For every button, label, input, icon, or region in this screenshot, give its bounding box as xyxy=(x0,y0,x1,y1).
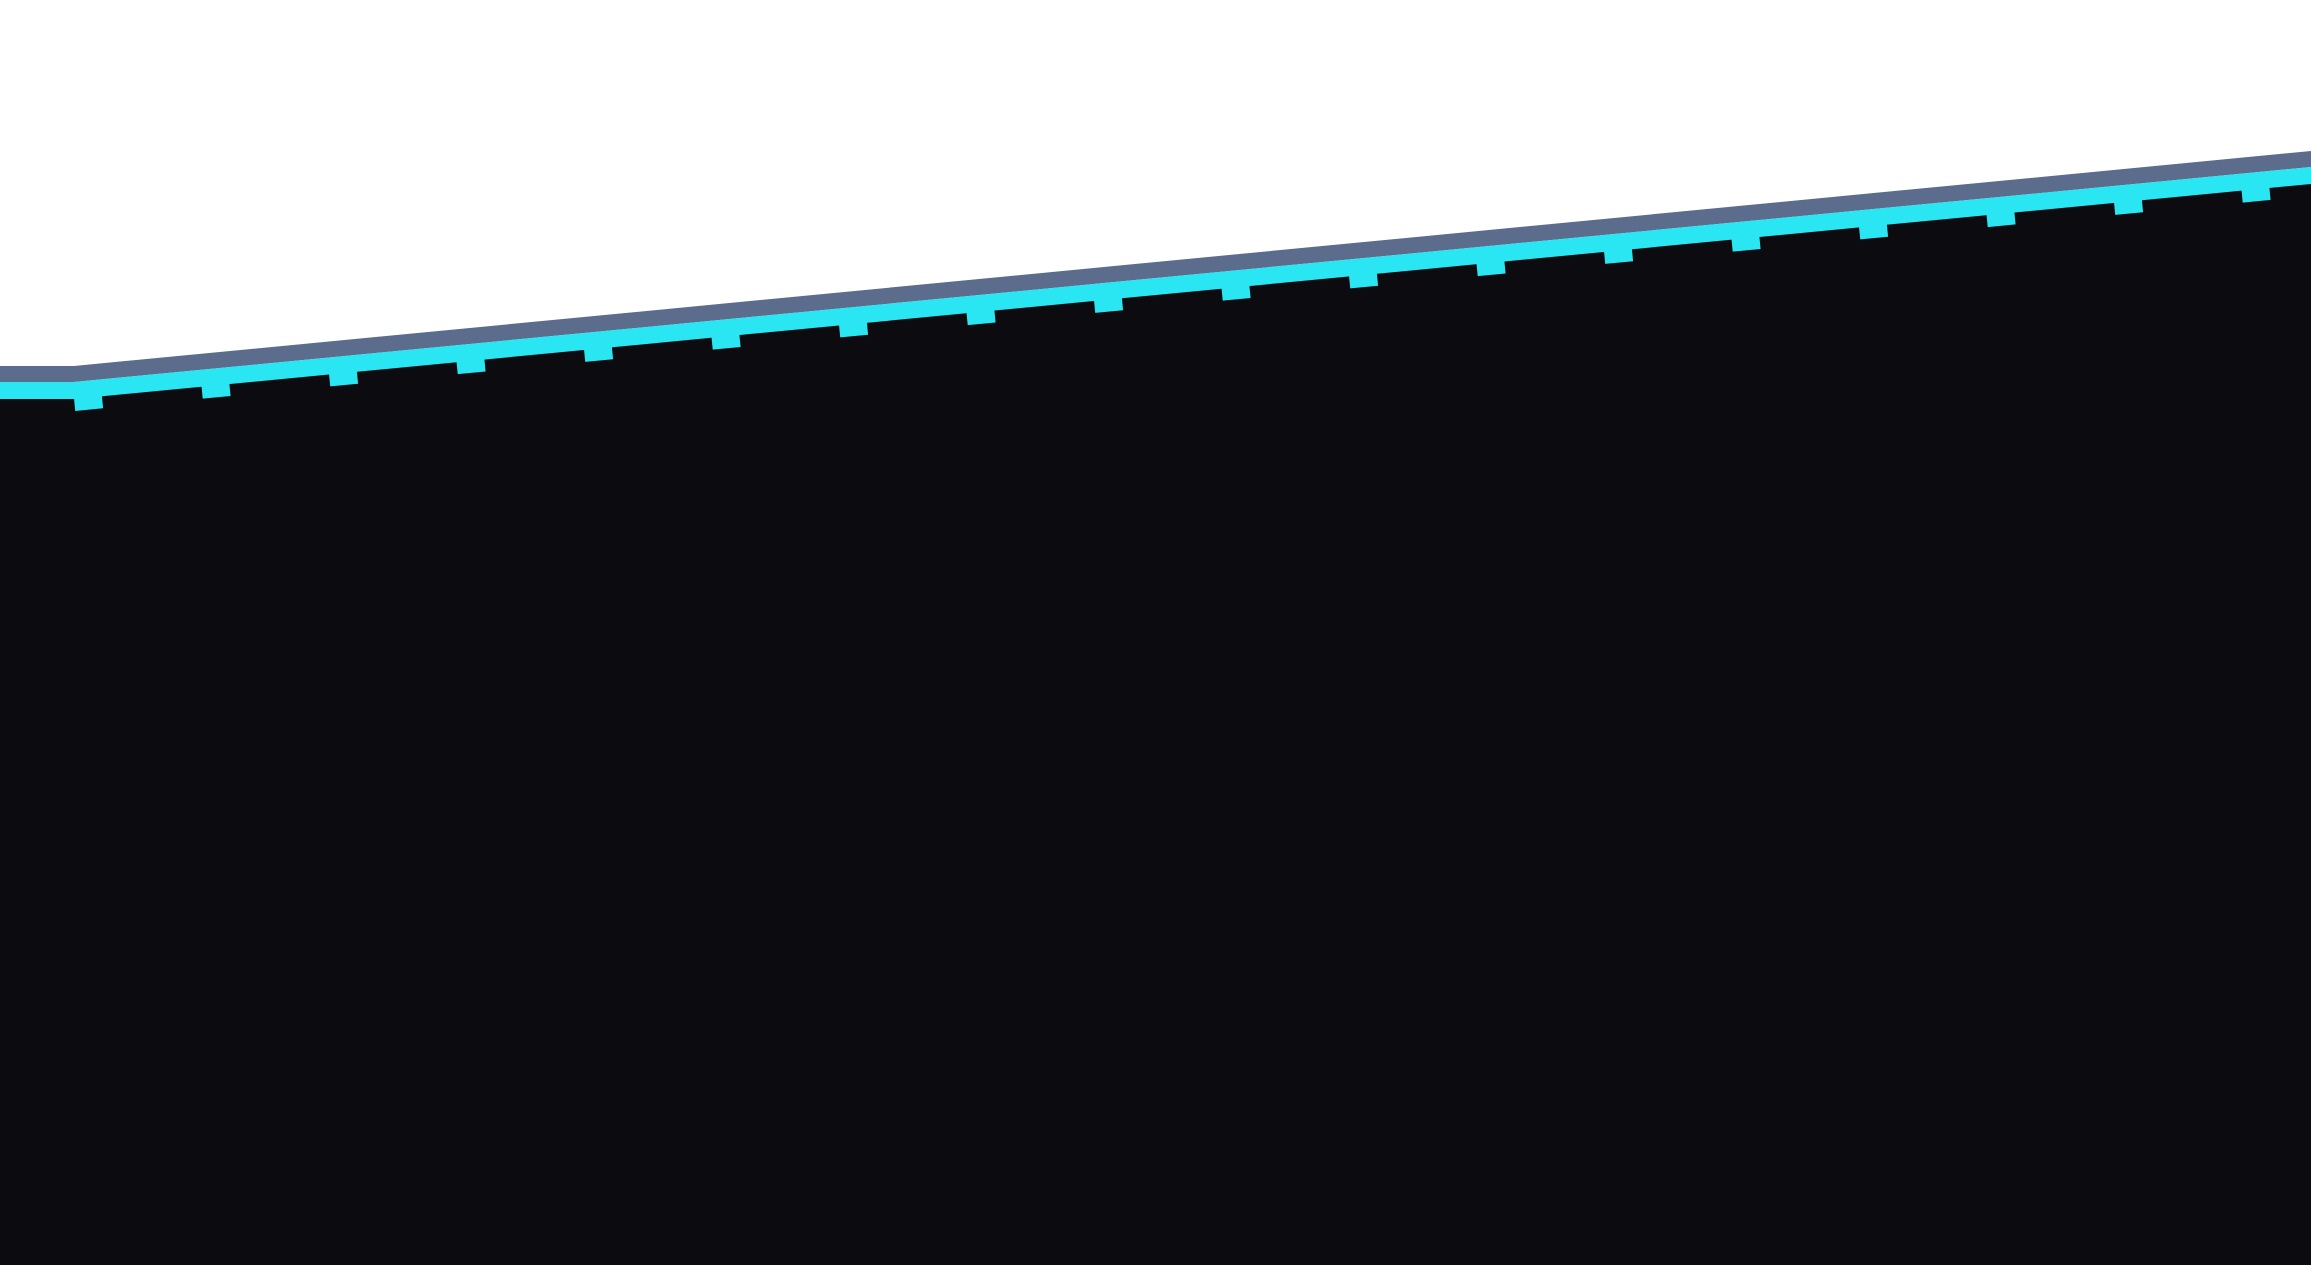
tick-mark xyxy=(328,367,359,387)
tick-mark xyxy=(456,355,486,375)
tick-mark xyxy=(1858,220,1889,240)
tick-mark xyxy=(2113,196,2144,215)
tick-mark xyxy=(201,380,231,399)
tick-mark xyxy=(838,318,869,338)
slope-edge-stripe xyxy=(0,151,2311,382)
dark-ground xyxy=(0,182,2311,1265)
tick-mark xyxy=(1603,245,1634,264)
tick-mark xyxy=(711,331,741,350)
tick-mark xyxy=(583,343,614,362)
tick-mark xyxy=(966,306,996,326)
tick-mark xyxy=(1348,269,1379,289)
tick-mark xyxy=(1221,282,1251,301)
tick-mark xyxy=(73,392,104,411)
tick-mark xyxy=(1093,294,1124,313)
tick-marks xyxy=(73,183,2271,411)
tick-mark xyxy=(1731,233,1761,252)
slope-accent-line xyxy=(0,167,2311,399)
tick-mark xyxy=(1476,257,1506,277)
tick-mark xyxy=(1986,208,2016,228)
tick-mark xyxy=(2241,183,2271,203)
